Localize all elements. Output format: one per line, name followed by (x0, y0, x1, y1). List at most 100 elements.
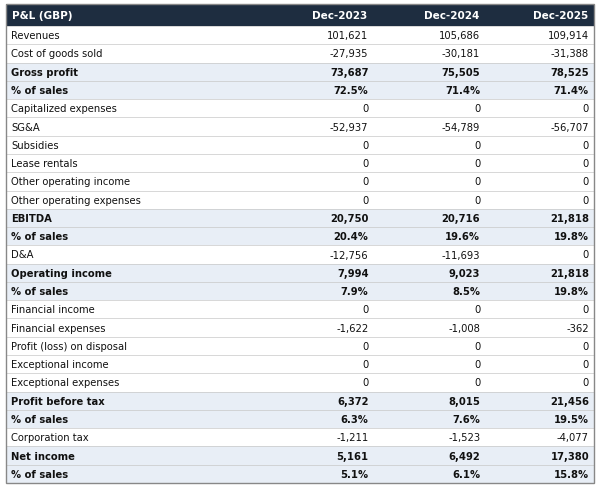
Text: 0: 0 (362, 378, 368, 387)
Text: 17,380: 17,380 (550, 450, 589, 461)
Bar (6, 27, 594, 45)
Bar (6, 283, 594, 301)
Text: 0: 0 (583, 195, 589, 205)
Text: Net income: Net income (11, 450, 75, 461)
Text: 21,818: 21,818 (550, 214, 589, 224)
Text: -362: -362 (566, 323, 589, 333)
Bar (6, 410, 594, 428)
Text: -27,935: -27,935 (330, 49, 368, 60)
Text: Cost of goods sold: Cost of goods sold (11, 49, 103, 60)
Text: Dec-2025: Dec-2025 (533, 11, 588, 21)
Text: 105,686: 105,686 (439, 31, 480, 41)
Text: 19.8%: 19.8% (554, 232, 589, 242)
Text: 6.3%: 6.3% (341, 414, 368, 424)
Bar (6, 81, 594, 100)
Text: Profit before tax: Profit before tax (11, 396, 105, 406)
Bar (6, 465, 594, 483)
Text: 0: 0 (583, 250, 589, 260)
Text: -4,077: -4,077 (557, 432, 589, 443)
Text: 0: 0 (362, 104, 368, 114)
Text: 7,994: 7,994 (337, 268, 368, 278)
Text: 0: 0 (583, 378, 589, 387)
Bar (6, 137, 594, 155)
Text: 75,505: 75,505 (442, 67, 480, 78)
Text: 0: 0 (474, 360, 480, 369)
Text: 0: 0 (474, 195, 480, 205)
Text: -56,707: -56,707 (551, 122, 589, 132)
Text: % of sales: % of sales (11, 414, 68, 424)
Text: 0: 0 (583, 360, 589, 369)
Text: 71.4%: 71.4% (445, 86, 480, 96)
Text: 6,372: 6,372 (337, 396, 368, 406)
Text: 19.5%: 19.5% (554, 414, 589, 424)
Text: Financial expenses: Financial expenses (11, 323, 106, 333)
Text: Corporation tax: Corporation tax (11, 432, 89, 443)
Text: 21,456: 21,456 (550, 396, 589, 406)
Text: 20,750: 20,750 (330, 214, 368, 224)
Bar (6, 301, 594, 319)
Bar (6, 100, 594, 118)
Bar (6, 45, 594, 63)
Text: 73,687: 73,687 (330, 67, 368, 78)
Text: 0: 0 (362, 195, 368, 205)
Text: 19.6%: 19.6% (445, 232, 480, 242)
Text: Lease rentals: Lease rentals (11, 159, 77, 169)
Text: 6.1%: 6.1% (452, 469, 480, 479)
Text: 0: 0 (362, 177, 368, 187)
Text: -1,211: -1,211 (336, 432, 368, 443)
Text: Capitalized expenses: Capitalized expenses (11, 104, 117, 114)
Text: 0: 0 (362, 305, 368, 315)
Text: 0: 0 (583, 159, 589, 169)
Text: 0: 0 (474, 141, 480, 150)
Text: 0: 0 (583, 305, 589, 315)
Text: Operating income: Operating income (11, 268, 112, 278)
Text: 0: 0 (474, 305, 480, 315)
Text: 7.9%: 7.9% (341, 286, 368, 296)
Bar (6, 392, 594, 410)
Text: SG&A: SG&A (11, 122, 40, 132)
Text: Dec-2024: Dec-2024 (424, 11, 479, 21)
Text: -1,008: -1,008 (448, 323, 480, 333)
Text: 0: 0 (362, 341, 368, 351)
Bar (6, 447, 594, 465)
Bar (6, 191, 594, 209)
Text: 0: 0 (583, 177, 589, 187)
Bar (6, 246, 594, 264)
Text: 0: 0 (583, 341, 589, 351)
Text: Other operating expenses: Other operating expenses (11, 195, 141, 205)
Text: 5,161: 5,161 (337, 450, 368, 461)
Text: 7.6%: 7.6% (452, 414, 480, 424)
Text: -11,693: -11,693 (442, 250, 480, 260)
Text: Other operating income: Other operating income (11, 177, 130, 187)
Text: 71.4%: 71.4% (554, 86, 589, 96)
Text: 0: 0 (362, 360, 368, 369)
Text: 0: 0 (583, 104, 589, 114)
Text: 19.8%: 19.8% (554, 286, 589, 296)
Text: EBITDA: EBITDA (11, 214, 52, 224)
Text: P&L (GBP): P&L (GBP) (12, 11, 73, 21)
Bar (6, 355, 594, 373)
Text: 8.5%: 8.5% (452, 286, 480, 296)
Text: Exceptional expenses: Exceptional expenses (11, 378, 119, 387)
Bar (6, 5, 594, 27)
Text: 15.8%: 15.8% (554, 469, 589, 479)
Bar (6, 264, 594, 283)
Text: % of sales: % of sales (11, 86, 68, 96)
Bar (6, 428, 594, 447)
Text: 9,023: 9,023 (449, 268, 480, 278)
Text: Dec-2023: Dec-2023 (312, 11, 367, 21)
Text: 8,015: 8,015 (448, 396, 480, 406)
Bar (6, 319, 594, 337)
Text: 20,716: 20,716 (442, 214, 480, 224)
Bar (6, 118, 594, 137)
Text: 21,818: 21,818 (550, 268, 589, 278)
Text: Exceptional income: Exceptional income (11, 360, 109, 369)
Bar (6, 373, 594, 392)
Text: Gross profit: Gross profit (11, 67, 78, 78)
Text: Profit (loss) on disposal: Profit (loss) on disposal (11, 341, 127, 351)
Text: 0: 0 (583, 141, 589, 150)
Text: D&A: D&A (11, 250, 34, 260)
Text: -31,388: -31,388 (551, 49, 589, 60)
Text: 0: 0 (474, 159, 480, 169)
Text: Subsidies: Subsidies (11, 141, 59, 150)
